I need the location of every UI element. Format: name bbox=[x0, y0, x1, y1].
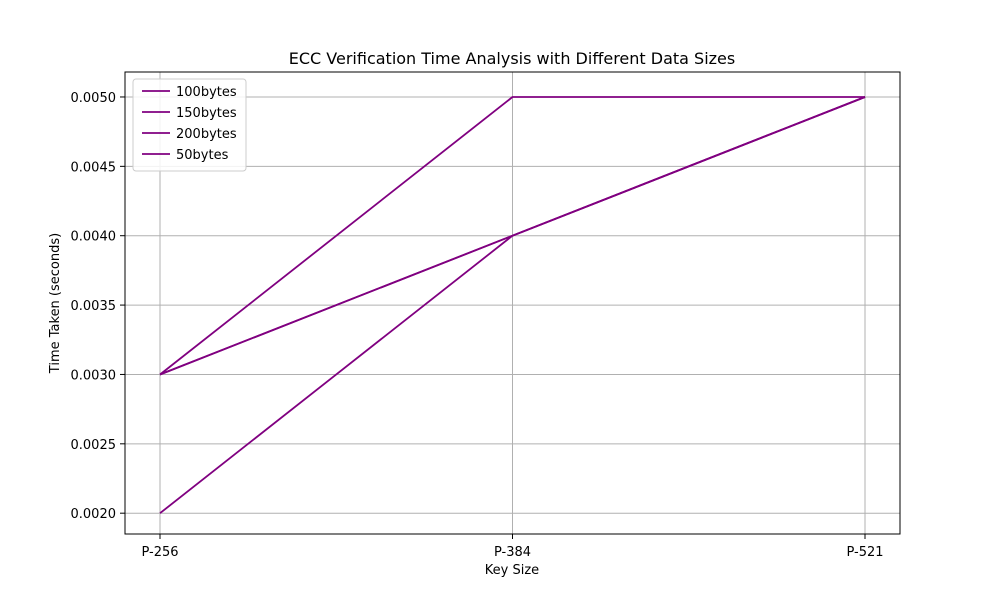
x-axis-label: Key Size bbox=[485, 563, 539, 578]
legend-label: 200bytes bbox=[176, 127, 237, 142]
x-tick-label: P-384 bbox=[494, 545, 531, 560]
y-axis-label: Time Taken (seconds) bbox=[48, 233, 63, 374]
legend-box bbox=[132, 78, 247, 172]
series-line-50bytes bbox=[159, 96, 866, 376]
chart-title: ECC Verification Time Analysis with Diff… bbox=[289, 49, 735, 68]
y-tick-label: 0.0025 bbox=[71, 438, 117, 453]
legend: 100bytes 150bytes 200bytes 50bytes bbox=[132, 78, 247, 172]
x-tick-label: P-256 bbox=[141, 545, 178, 560]
y-tick-label: 0.0020 bbox=[71, 507, 117, 522]
y-tick-label: 0.0035 bbox=[71, 299, 117, 314]
legend-label: 50bytes bbox=[176, 148, 229, 163]
legend-label: 150bytes bbox=[176, 106, 237, 121]
legend-label: 100bytes bbox=[176, 85, 237, 100]
y-tick-label: 0.0040 bbox=[71, 230, 117, 245]
x-tick-label: P-521 bbox=[846, 545, 883, 560]
y-tick-label: 0.0030 bbox=[71, 368, 117, 383]
y-tick-label: 0.0045 bbox=[71, 160, 117, 175]
y-tick-label: 0.0050 bbox=[71, 91, 117, 106]
series-line-200bytes bbox=[159, 96, 865, 376]
axes: P-256 P-384 P-521 0.0020 0.0025 0.0030 0.0035 0… bbox=[71, 91, 884, 560]
series-group bbox=[159, 96, 866, 514]
